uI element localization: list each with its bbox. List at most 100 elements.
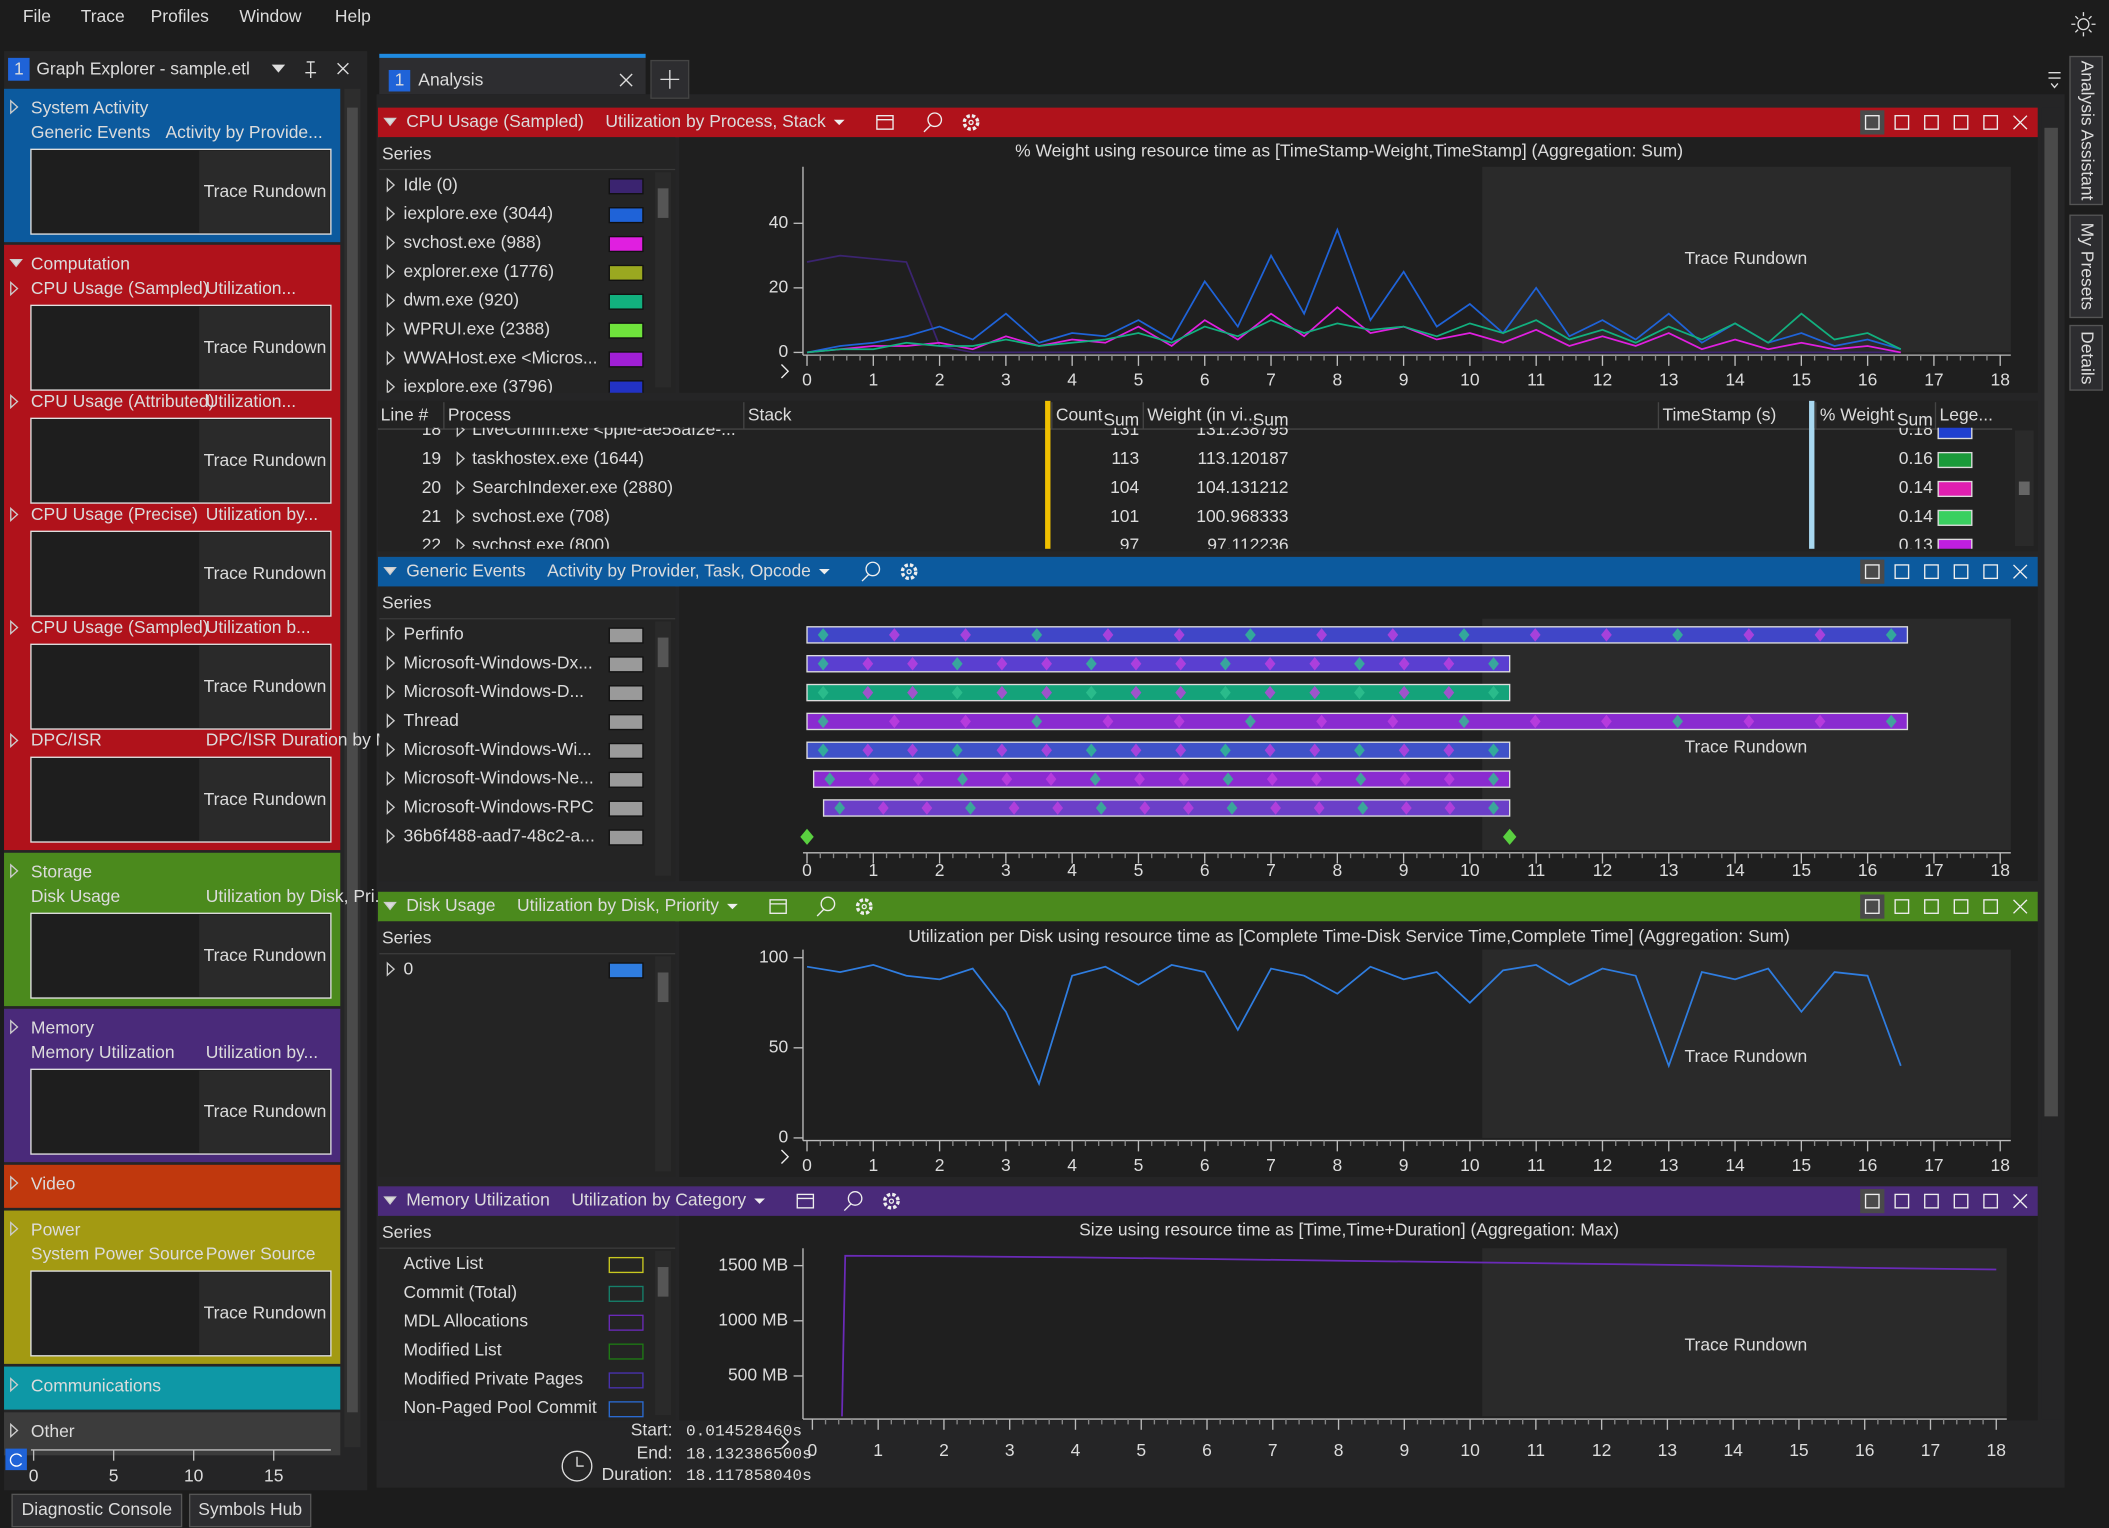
- side-tab[interactable]: [2069, 55, 2103, 206]
- scroll-chevron[interactable]: [780, 364, 790, 379]
- theme-toggle[interactable]: [2071, 12, 2096, 37]
- close-tab[interactable]: [619, 73, 633, 87]
- side-tab[interactable]: [2069, 214, 2103, 319]
- panel-preset[interactable]: Activity by Provider, Task, Opcode: [547, 560, 811, 580]
- search-button[interactable]: [816, 896, 836, 917]
- expander[interactable]: [10, 1221, 19, 1237]
- scrollbar-thumb[interactable]: [2044, 127, 2058, 1117]
- menu-item[interactable]: Profiles: [151, 6, 210, 26]
- maximize[interactable]: [1983, 564, 1999, 580]
- expander[interactable]: [386, 379, 396, 393]
- expander[interactable]: [386, 263, 396, 280]
- expander[interactable]: [386, 206, 396, 222]
- legend-entry[interactable]: WPRUI.exe (2388): [404, 319, 551, 339]
- expander[interactable]: [383, 1196, 397, 1205]
- analysis-tab[interactable]: [379, 53, 646, 95]
- table-scroll-thumb[interactable]: [2018, 481, 2030, 495]
- close-panel[interactable]: [2013, 115, 2028, 130]
- restore[interactable]: [1953, 1193, 1969, 1209]
- legend-entry[interactable]: Perfinfo: [404, 624, 464, 644]
- maximize[interactable]: [1983, 115, 1999, 130]
- expander[interactable]: [9, 258, 23, 268]
- legend-entry[interactable]: svchost.exe (988): [404, 232, 542, 252]
- legend-entry[interactable]: Microsoft-Windows-RPC: [404, 797, 594, 817]
- expander[interactable]: [10, 1175, 19, 1191]
- preset-dropdown[interactable]: [818, 568, 830, 575]
- close-button[interactable]: [337, 62, 349, 75]
- legend-entry[interactable]: 36b6f488-aad7-48c2-a...: [404, 825, 595, 845]
- panel-preset[interactable]: Utilization by Process, Stack: [605, 111, 826, 131]
- legend-entry[interactable]: Microsoft-Windows-Dx...: [404, 652, 593, 672]
- toggle-table[interactable]: [876, 115, 894, 130]
- view-table[interactable]: [1924, 564, 1939, 580]
- column-header[interactable]: Lege...: [1940, 404, 1993, 424]
- expander[interactable]: [386, 321, 396, 337]
- category-title[interactable]: Communications: [31, 1375, 161, 1395]
- view-table[interactable]: [1924, 899, 1939, 914]
- expander[interactable]: [386, 626, 396, 642]
- expander[interactable]: [10, 280, 19, 297]
- expander[interactable]: [386, 961, 396, 977]
- expander[interactable]: [386, 713, 396, 729]
- legend-entry[interactable]: iexplore.exe (3044): [404, 203, 554, 223]
- expander[interactable]: [10, 506, 19, 523]
- expander[interactable]: [10, 1377, 19, 1393]
- view-graph[interactable]: [1894, 564, 1910, 580]
- bottom-tab[interactable]: [188, 1493, 312, 1528]
- expander[interactable]: [456, 424, 466, 438]
- legend-entry[interactable]: Thread: [404, 710, 459, 730]
- expander[interactable]: [10, 1422, 19, 1439]
- maximize[interactable]: [1983, 1193, 1999, 1209]
- legend-entry[interactable]: Microsoft-Windows-Ne...: [404, 768, 594, 788]
- expander[interactable]: [386, 742, 396, 758]
- column-header[interactable]: Count: [1056, 404, 1103, 424]
- close-panel[interactable]: [2013, 564, 2028, 579]
- preset-dropdown[interactable]: [833, 119, 845, 126]
- list-scroll-thumb[interactable]: [657, 188, 669, 218]
- expander[interactable]: [456, 537, 466, 551]
- column-header[interactable]: TimeStamp (s): [1662, 404, 1776, 424]
- column-header[interactable]: Stack: [748, 404, 792, 424]
- view-both[interactable]: [1864, 1193, 1880, 1209]
- legend-entry[interactable]: Commit (Total): [404, 1282, 518, 1302]
- list-scroll-thumb[interactable]: [657, 637, 669, 668]
- expander[interactable]: [456, 480, 466, 496]
- category-title[interactable]: Video: [31, 1174, 75, 1194]
- category-title[interactable]: Storage: [31, 862, 92, 882]
- legend-entry[interactable]: iexplore.exe (3796): [404, 376, 554, 396]
- bottom-tab[interactable]: [11, 1493, 183, 1528]
- panel-preset[interactable]: Utilization by Category: [571, 1190, 746, 1210]
- legend-entry[interactable]: MDL Allocations: [404, 1311, 529, 1331]
- view-both[interactable]: [1864, 899, 1880, 914]
- expander[interactable]: [386, 799, 396, 815]
- category-title[interactable]: System Activity: [31, 98, 149, 118]
- view-both[interactable]: [1864, 564, 1880, 580]
- settings-button[interactable]: [900, 563, 918, 581]
- side-tab[interactable]: [2069, 324, 2103, 391]
- column-header[interactable]: % Weight: [1820, 404, 1895, 424]
- dropdown-button[interactable]: [271, 64, 286, 73]
- column-header[interactable]: Weight (in vi...: [1147, 404, 1257, 424]
- toggle-table[interactable]: [796, 1193, 815, 1209]
- menu-item[interactable]: Trace: [81, 6, 125, 26]
- close-panel[interactable]: [2013, 1193, 2028, 1209]
- expander[interactable]: [386, 177, 396, 193]
- legend-entry[interactable]: dwm.exe (920): [404, 290, 520, 310]
- settings-button[interactable]: [883, 1192, 900, 1210]
- view-table[interactable]: [1924, 1193, 1939, 1209]
- settings-button[interactable]: [855, 898, 873, 915]
- legend-entry[interactable]: Modified Private Pages: [404, 1368, 584, 1388]
- preset-dropdown[interactable]: [727, 903, 738, 910]
- legend-entry[interactable]: WWAHost.exe <Micros...: [404, 347, 598, 367]
- category-title[interactable]: Computation: [31, 254, 130, 274]
- category-title[interactable]: Other: [31, 1421, 75, 1441]
- view-graph[interactable]: [1894, 899, 1910, 914]
- menu-item[interactable]: File: [23, 6, 51, 26]
- expander[interactable]: [386, 350, 396, 366]
- expander[interactable]: [383, 566, 397, 576]
- expander[interactable]: [383, 901, 397, 911]
- legend-entry[interactable]: Active List: [404, 1253, 484, 1273]
- menu-item[interactable]: Window: [239, 6, 302, 26]
- legend-entry[interactable]: Non-Paged Pool Commit: [404, 1397, 597, 1417]
- category-title[interactable]: Memory: [31, 1018, 94, 1038]
